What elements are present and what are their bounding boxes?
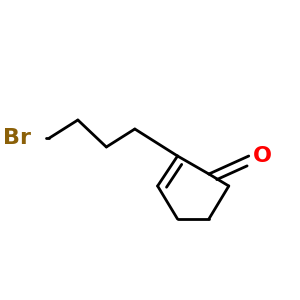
- Text: Br: Br: [3, 128, 31, 148]
- Text: O: O: [253, 146, 272, 166]
